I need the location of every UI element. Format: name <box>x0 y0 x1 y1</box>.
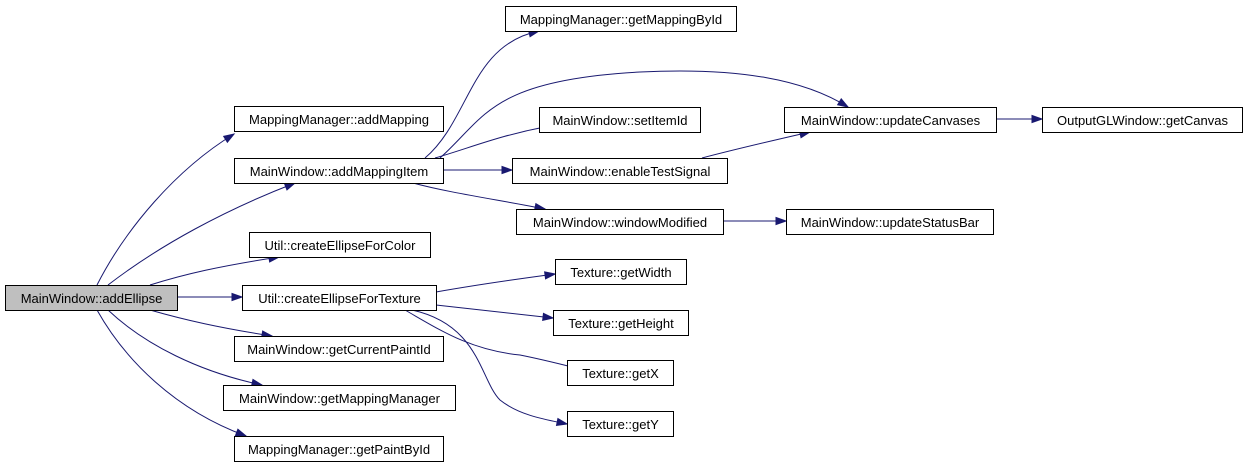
edge-enableTestSignal-to-updateCanvases <box>701 131 811 159</box>
node-box <box>1042 107 1243 133</box>
node-label: OutputGLWindow::getCanvas <box>1057 113 1229 128</box>
node-label: MainWindow::updateStatusBar <box>801 215 980 230</box>
node-createEllipseForColor[interactable]: Util::createEllipseForColor <box>249 232 431 258</box>
edge-addMappingItem-to-updateCanvases-arrowhead <box>836 97 850 108</box>
node-box <box>5 285 178 311</box>
edge-addEllipse-to-createEllipseForColor <box>149 256 280 286</box>
node-getWidth[interactable]: Texture::getWidth <box>555 259 687 285</box>
edge-addMappingItem-to-updateCanvases <box>439 70 849 159</box>
edge-addEllipse-to-addMapping <box>96 133 235 286</box>
node-label: MainWindow::enableTestSignal <box>530 164 711 179</box>
node-addMapping[interactable]: MappingManager::addMapping <box>234 106 444 132</box>
node-enableTestSignal[interactable]: MainWindow::enableTestSignal <box>512 158 728 184</box>
edge-addEllipse-to-getPaintById <box>96 309 247 437</box>
edge-windowModified-to-updateStatusBar-arrowhead <box>775 216 788 226</box>
node-layer: MainWindow::addEllipse MappingManager::ad… <box>5 6 1243 462</box>
node-box <box>234 436 444 462</box>
node-label: Texture::getHeight <box>568 316 674 331</box>
node-box <box>567 360 674 386</box>
node-getHeight[interactable]: Texture::getHeight <box>553 310 689 336</box>
node-box <box>234 336 444 362</box>
node-label: MainWindow::updateCanvases <box>801 113 981 128</box>
edge-addEllipse-to-createEllipseForTexture-arrowhead <box>231 292 244 302</box>
node-updateCanvases[interactable]: MainWindow::updateCanvases <box>784 107 997 133</box>
node-label: MainWindow::windowModified <box>533 215 707 230</box>
edge-addEllipse-to-addMapping-arrowhead <box>222 133 236 144</box>
edge-createEllipseForTexture-to-getHeight-arrowhead <box>542 312 555 321</box>
edge-createEllipseForTexture-to-getY <box>411 309 568 425</box>
node-windowModified[interactable]: MainWindow::windowModified <box>516 209 724 235</box>
node-box <box>555 259 687 285</box>
node-label: Texture::getY <box>582 417 659 432</box>
node-getCurrentPaintId[interactable]: MainWindow::getCurrentPaintId <box>234 336 444 362</box>
node-label: MappingManager::getPaintById <box>248 442 430 457</box>
node-label: Texture::getX <box>582 366 659 381</box>
node-box <box>234 106 444 132</box>
node-label: MainWindow::getMappingManager <box>239 391 441 406</box>
edge-createEllipseForTexture-to-getX <box>404 309 581 370</box>
node-box <box>516 209 724 235</box>
node-box <box>553 310 689 336</box>
edge-createEllipseForTexture-to-getWidth <box>435 273 556 293</box>
node-box <box>223 385 456 411</box>
edge-addEllipse-to-addMappingItem-arrowhead <box>283 182 297 191</box>
node-getPaintById[interactable]: MappingManager::getPaintById <box>234 436 444 462</box>
node-box <box>784 107 997 133</box>
node-box <box>505 6 737 32</box>
node-getMappingManager[interactable]: MainWindow::getMappingManager <box>223 385 456 411</box>
node-box <box>567 411 674 437</box>
edge-addMappingItem-to-windowModified <box>412 182 546 210</box>
node-label: MainWindow::setItemId <box>552 113 687 128</box>
edge-createEllipseForTexture-to-getWidth-arrowhead <box>544 271 557 280</box>
node-getX[interactable]: Texture::getX <box>567 360 674 386</box>
edge-createEllipseForTexture-to-getHeight <box>435 304 554 319</box>
node-addEllipse[interactable]: MainWindow::addEllipse <box>5 285 178 311</box>
node-label: MainWindow::getCurrentPaintId <box>247 342 431 357</box>
node-box <box>242 285 437 311</box>
node-label: MappingManager::addMapping <box>249 112 429 127</box>
node-getMappingById[interactable]: MappingManager::getMappingById <box>505 6 737 32</box>
node-box <box>249 232 431 258</box>
edge-addMappingItem-to-enableTestSignal-arrowhead <box>501 165 514 175</box>
edge-addEllipse-to-addMappingItem <box>107 182 296 286</box>
edge-addEllipse-to-getMappingManager <box>107 309 263 386</box>
node-addMappingItem[interactable]: MainWindow::addMappingItem <box>234 158 444 184</box>
edge-addMappingItem-to-setItemId <box>434 125 551 159</box>
edge-updateCanvases-to-getCanvas-arrowhead <box>1031 114 1044 124</box>
edge-addEllipse-to-getPaintById-arrowhead <box>234 428 248 437</box>
node-createEllipseForTexture[interactable]: Util::createEllipseForTexture <box>242 285 437 311</box>
node-updateStatusBar[interactable]: MainWindow::updateStatusBar <box>786 209 994 235</box>
node-label: Util::createEllipseForTexture <box>258 291 421 306</box>
node-label: MainWindow::addMappingItem <box>250 164 428 179</box>
node-box <box>234 158 444 184</box>
node-getY[interactable]: Texture::getY <box>567 411 674 437</box>
node-box <box>512 158 728 184</box>
edge-layer <box>96 29 1044 437</box>
node-box <box>539 107 701 133</box>
node-label: MappingManager::getMappingById <box>520 12 722 27</box>
node-setItemId[interactable]: MainWindow::setItemId <box>539 107 701 133</box>
edge-createEllipseForTexture-to-getY-arrowhead <box>555 417 569 427</box>
node-label: Util::createEllipseForColor <box>265 238 417 253</box>
node-box <box>786 209 994 235</box>
node-getCanvas[interactable]: OutputGLWindow::getCanvas <box>1042 107 1243 133</box>
node-label: Texture::getWidth <box>570 265 671 280</box>
edge-addMappingItem-to-getMappingById <box>424 30 540 159</box>
edge-addEllipse-to-getCurrentPaintId <box>149 309 273 337</box>
node-label: MainWindow::addEllipse <box>21 291 163 306</box>
